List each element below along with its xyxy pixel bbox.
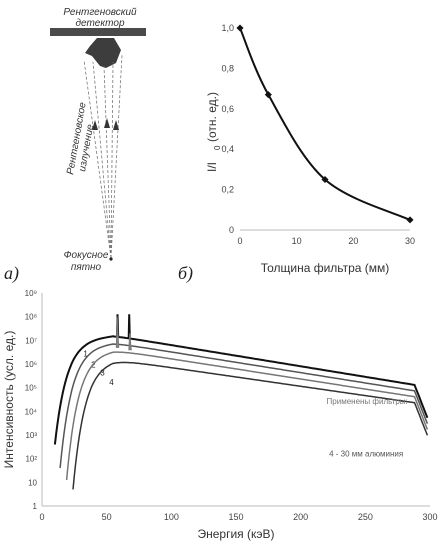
y-tick-label: 0: [229, 225, 234, 235]
x-tick-label: 20: [348, 236, 358, 246]
y-tick-label: 1,0: [221, 23, 234, 33]
focal-label-line2: пятно: [71, 262, 102, 273]
y-axis-title-unit: (отн. ед.): [205, 92, 219, 142]
spectrum-curve-4: [72, 361, 429, 490]
y-axis-title: I/I 0 (отн. ед.): [205, 92, 222, 172]
curve-label: 3: [100, 368, 105, 377]
sample-object: [85, 38, 121, 68]
x-tick-label: 250: [358, 512, 373, 522]
y-tick-label: 10: [28, 478, 37, 487]
x-axis-title: Энергия (кэВ): [197, 527, 274, 541]
y-tick-label: 10²: [25, 455, 37, 464]
data-point: [321, 175, 329, 184]
xray-schematic: Рентгеновский детектор Рентгеновское изл…: [50, 7, 146, 273]
transmission-curve: [239, 27, 411, 221]
spectrum-chart: 0 50 100 150 200 250 300 1 10 10² 10³ 10⁴ 10⁵ 10⁶ 10⁷ 1…: [2, 289, 438, 541]
legend-entry: 4 - 30 мм алюминия: [329, 449, 403, 458]
y-tick-label: 1: [33, 502, 38, 511]
focal-label-line1: Фокусное: [64, 250, 109, 261]
x-tick-label: 50: [102, 512, 112, 522]
data-point: [264, 91, 272, 99]
y-tick-label: 0,8: [221, 63, 234, 73]
spectrum-curve-2: [59, 343, 429, 469]
y-tick-label: 0,4: [221, 144, 234, 154]
x-tick-label: 0: [39, 512, 44, 522]
y-axis-title-main: I/I: [205, 162, 219, 172]
x-tick-label: 150: [228, 512, 243, 522]
y-tick-label: 0,6: [221, 104, 234, 114]
detector-bar: [50, 28, 146, 36]
k-line-peak: [128, 333, 132, 351]
y-tick-label: 10⁵: [25, 384, 37, 393]
data-point: [236, 24, 244, 32]
beam-lines: [83, 54, 123, 259]
panel-label-b: б): [178, 263, 194, 283]
y-tick-label: 0,2: [221, 185, 234, 195]
y-tick-label: 10⁷: [25, 336, 37, 345]
y-axis-title-sub: 0: [213, 145, 222, 150]
y-tick-label: 10⁴: [25, 407, 38, 416]
transmission-chart: 0 10 20 30 0 0,2 0,4 0,6 0,8 1,0 Толщина фильтра (…: [205, 23, 415, 275]
x-tick-label: 0: [237, 236, 242, 246]
curve-label: 4: [109, 378, 114, 387]
spectrum-curve-3: [65, 351, 429, 481]
x-tick-label: 10: [292, 236, 302, 246]
beam-arrows: [92, 118, 119, 130]
y-tick-label: 10⁶: [25, 360, 37, 369]
x-tick-label: 200: [293, 512, 308, 522]
y-tick-label: 10⁹: [25, 289, 37, 298]
curve-label: 1: [83, 350, 88, 359]
panel-label-a: а): [4, 263, 19, 283]
legend-title: Применены фильтры:: [327, 397, 408, 406]
detector-label-line1: Рентгеновский: [63, 7, 137, 18]
y-tick-label: 10⁸: [25, 313, 37, 322]
k-line-peak: [115, 316, 120, 348]
detector-label-line2: детектор: [75, 18, 124, 29]
x-tick-label: 300: [422, 512, 437, 522]
x-tick-label: 100: [164, 512, 179, 522]
x-axis-title: Толщина фильтра (мм): [261, 261, 390, 275]
y-axis-title: Интенсивность (усл. ед.): [2, 331, 16, 469]
data-point: [406, 216, 414, 224]
x-tick-label: 30: [405, 236, 415, 246]
focal-spot: [109, 257, 113, 261]
y-tick-label: 10³: [25, 431, 37, 440]
